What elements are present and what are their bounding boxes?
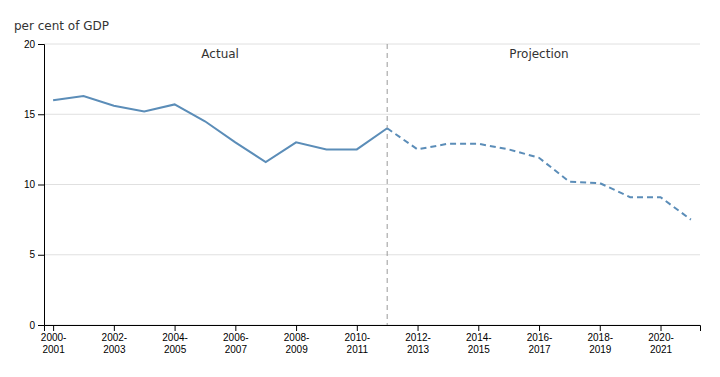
y-tick-label: 0 <box>29 320 35 331</box>
x-tick-label-line: 2001 <box>42 344 65 355</box>
x-tick-mark <box>114 325 115 331</box>
x-tick: 2012-2013 <box>405 325 431 355</box>
y-tick-label: 15 <box>24 109 36 120</box>
y-tick-mark <box>38 44 44 45</box>
y-tick: 10 <box>24 179 44 190</box>
grid <box>44 44 700 325</box>
x-tick-label-line: 2008- <box>284 332 310 343</box>
y-axis-label: per cent of GDP <box>14 19 109 33</box>
grid-line <box>44 44 700 45</box>
annotation: Actual <box>201 47 239 61</box>
y-tick-mark <box>38 185 44 186</box>
x-tick: 2018-2019 <box>587 325 613 355</box>
x-tick-mark <box>661 325 662 331</box>
x-tick-label-line: 2021 <box>650 344 673 355</box>
x-tick-mark <box>418 325 419 331</box>
x-tick-label: 2008-2009 <box>284 332 310 355</box>
y-axis: 0 5 10 15 20 <box>24 39 45 331</box>
x-tick-label-line: 2010- <box>345 332 371 343</box>
grid-line <box>44 114 700 115</box>
y-tick-label: 5 <box>29 249 35 260</box>
x-tick: 2010-2011 <box>345 325 371 355</box>
x-tick-label-line: 2020- <box>648 332 674 343</box>
y-tick-label: 20 <box>24 39 36 50</box>
marks <box>53 44 691 325</box>
plot-area: 0 5 10 15 20 2000-2001 2002-2003 2004-2005 2006-… <box>24 39 701 355</box>
x-tick-label-line: 2017 <box>528 344 551 355</box>
y-tick: 15 <box>24 109 44 120</box>
x-tick-label-line: 2019 <box>589 344 612 355</box>
x-tick: 2016-2017 <box>527 325 553 355</box>
y-tick: 20 <box>24 39 44 50</box>
divider <box>387 44 388 325</box>
y-axis-line <box>38 45 45 326</box>
y-tick-mark <box>38 325 44 326</box>
x-tick-label: 2012-2013 <box>405 332 431 355</box>
x-tick-label-line: 2000- <box>41 332 67 343</box>
y-tick-mark <box>38 255 44 256</box>
x-tick-label-line: 2018- <box>587 332 613 343</box>
x-tick-mark <box>478 325 479 331</box>
x-tick-label: 2020-2021 <box>648 332 674 355</box>
x-tick-mark <box>296 325 297 331</box>
x-tick-label: 2006-2007 <box>223 332 249 355</box>
x-tick: 2008-2009 <box>284 325 310 355</box>
x-tick-label-line: 2011 <box>347 344 369 355</box>
y-tick: 0 <box>29 320 44 331</box>
x-tick-mark <box>600 325 601 331</box>
annotation: Projection <box>509 47 568 61</box>
x-tick-label-line: 2012- <box>405 332 431 343</box>
x-tick: 2002-2003 <box>102 325 128 355</box>
series-line <box>53 96 387 162</box>
x-axis: 2000-2001 2002-2003 2004-2005 2006-2007 2008… <box>41 325 701 355</box>
x-tick: 2014-2015 <box>466 325 492 355</box>
x-tick-mark <box>175 325 176 331</box>
y-tick-label: 10 <box>24 179 36 190</box>
x-tick-label: 2016-2017 <box>527 332 553 355</box>
x-tick-label-line: 2005 <box>164 344 187 355</box>
x-tick-mark <box>539 325 540 331</box>
chart: 0 5 10 15 20 2000-2001 2002-2003 2004-2005 2006-… <box>0 0 720 377</box>
annotations: Actual Projection <box>201 47 568 61</box>
x-tick-label-line: 2006- <box>223 332 249 343</box>
x-tick-mark <box>357 325 358 331</box>
x-axis-line <box>45 326 701 332</box>
x-tick: 2006-2007 <box>223 325 249 355</box>
y-tick: 5 <box>29 249 44 260</box>
x-tick-label-line: 2003 <box>103 344 126 355</box>
x-tick-label: 2002-2003 <box>102 332 128 355</box>
x-tick-label-line: 2009 <box>285 344 308 355</box>
x-tick-mark <box>235 325 236 331</box>
x-tick-label: 2004-2005 <box>162 332 188 355</box>
x-tick: 2004-2005 <box>162 325 188 355</box>
x-tick-label-line: 2013 <box>407 344 430 355</box>
x-tick-mark <box>53 325 54 331</box>
x-tick-label-line: 2004- <box>162 332 188 343</box>
x-tick-label-line: 2007 <box>225 344 248 355</box>
grid-line <box>44 254 700 255</box>
x-tick: 2000-2001 <box>41 325 67 355</box>
x-tick: 2020-2021 <box>648 325 674 355</box>
y-tick-mark <box>38 114 44 115</box>
x-tick-label: 2010-2011 <box>345 332 371 355</box>
x-tick-label-line: 2002- <box>102 332 128 343</box>
x-tick-label-line: 2014- <box>466 332 492 343</box>
x-tick-label: 2018-2019 <box>587 332 613 355</box>
series-line <box>387 128 691 219</box>
x-tick-label: 2000-2001 <box>41 332 67 355</box>
x-tick-label: 2014-2015 <box>466 332 492 355</box>
x-tick-label-line: 2016- <box>527 332 553 343</box>
x-tick-label-line: 2015 <box>468 344 491 355</box>
